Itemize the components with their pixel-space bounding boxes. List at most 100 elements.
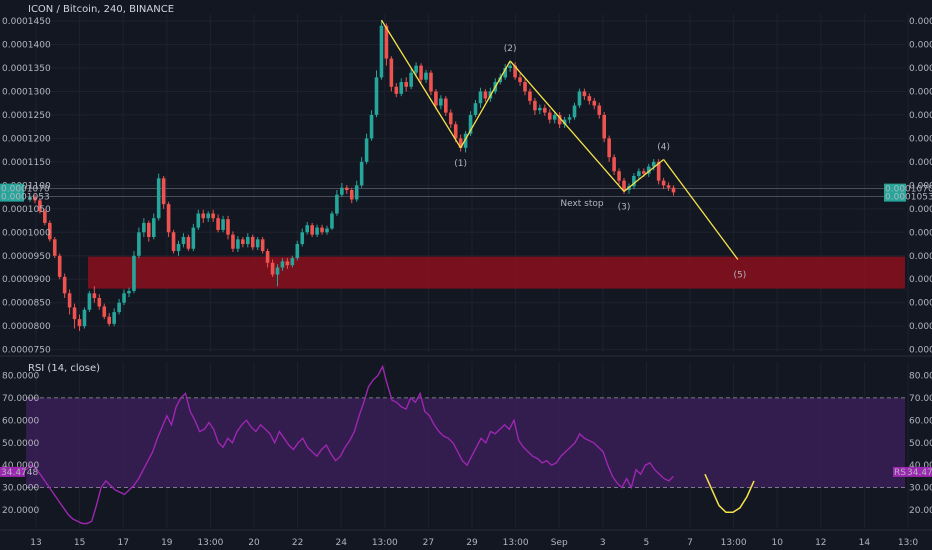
candle-body <box>206 213 210 219</box>
candle-body <box>414 65 418 73</box>
candle <box>186 234 191 252</box>
candle <box>77 314 82 331</box>
candle-body <box>250 236 255 248</box>
candle-body <box>67 293 72 308</box>
candle-body <box>62 276 67 294</box>
candle <box>320 224 324 235</box>
time-tick: 19 <box>161 538 173 548</box>
time-tick: 5 <box>644 538 650 548</box>
candle-body <box>260 239 265 252</box>
candle-body <box>335 194 339 214</box>
candle <box>325 225 329 235</box>
candle <box>206 211 210 222</box>
price-tick-left: 0.0000750 <box>2 346 51 356</box>
elliott-wave-layer: (1) (2) (3) (4) (5) Next stop <box>380 19 746 281</box>
candle <box>132 251 136 294</box>
rsi-tick-right: 80.0000 <box>909 371 932 381</box>
candles-layer <box>28 21 676 331</box>
time-tick: Sep <box>551 538 568 548</box>
rsi-tick-left: 80.0000 <box>2 371 39 381</box>
candle <box>305 221 309 235</box>
next-stop-annotation: Next stop <box>560 199 604 209</box>
candle <box>117 298 121 315</box>
candle-body <box>345 187 349 191</box>
candle-body <box>547 112 552 120</box>
candle <box>127 287 131 298</box>
rsi-badge-right <box>893 466 906 477</box>
candle <box>404 77 408 92</box>
candle-body <box>52 239 57 256</box>
candle-body <box>295 244 300 259</box>
candle <box>661 177 666 190</box>
resistance-zone <box>88 256 905 289</box>
price-tick-right: 0.0001050 <box>909 205 932 215</box>
candle-body <box>612 157 616 172</box>
candle <box>275 264 280 287</box>
rsi-title: RSI (14, close) <box>28 363 101 374</box>
candle <box>646 163 651 177</box>
candle <box>270 259 275 277</box>
candle-body <box>122 293 126 303</box>
candle-body <box>142 222 146 233</box>
candle <box>577 88 582 108</box>
time-tick: 22 <box>292 538 303 548</box>
rsi-badge-left <box>0 466 25 477</box>
candle <box>448 109 453 129</box>
candle <box>444 96 448 116</box>
candle <box>572 102 577 120</box>
candle-body <box>389 58 394 87</box>
candle-body <box>246 236 250 245</box>
price-tick-right: 0.0000850 <box>909 299 932 309</box>
candle <box>265 248 270 268</box>
candle-body <box>315 227 319 235</box>
candle-body <box>374 77 379 115</box>
candle-body <box>57 255 62 277</box>
candle-body <box>236 239 240 249</box>
candle-body <box>463 133 468 148</box>
candle-body <box>651 161 656 167</box>
candle <box>236 236 240 253</box>
price-badge-bottom-label: 0.0001053 <box>885 193 932 203</box>
candle-body <box>87 293 92 310</box>
candle <box>196 209 201 230</box>
candle <box>290 255 295 268</box>
price-tick-left: 0.0001000 <box>2 228 51 238</box>
candle <box>147 220 151 242</box>
price-tick-left: 0.0001350 <box>2 64 51 74</box>
candle <box>538 104 542 114</box>
time-tick: 13:0 <box>898 538 918 548</box>
candle-body <box>508 65 512 68</box>
candle-body <box>38 200 42 212</box>
time-tick: 12 <box>815 538 826 548</box>
candle <box>434 89 438 110</box>
candle-body <box>439 98 443 106</box>
price-tick-right: 0.0001000 <box>909 228 932 238</box>
price-tick-right: 0.0001300 <box>909 87 932 97</box>
candle-body <box>434 91 438 106</box>
candle-body <box>384 25 389 59</box>
candle <box>33 194 37 204</box>
wave-label: (2) <box>504 44 517 54</box>
candle <box>151 213 156 240</box>
candle-body <box>597 105 602 115</box>
price-tick-right: 0.0001100 <box>909 181 932 191</box>
symbol-title: ICON / Bitcoin, 240, BINANCE <box>28 4 175 15</box>
candle <box>246 233 250 248</box>
candle <box>602 112 606 143</box>
candle <box>340 183 344 198</box>
candle-body <box>290 258 295 266</box>
candle-body <box>523 82 527 92</box>
candle <box>221 215 225 233</box>
candle-body <box>592 100 597 106</box>
candle <box>335 190 339 216</box>
candle-body <box>117 302 121 313</box>
price-tick-right: 0.0001400 <box>909 41 932 51</box>
time-tick: 7 <box>687 538 693 548</box>
wave-segment <box>623 159 665 192</box>
candle <box>478 87 483 108</box>
rsi-tick-left: 20.0000 <box>2 506 39 516</box>
candle <box>592 98 597 110</box>
wave-segment <box>663 159 739 260</box>
